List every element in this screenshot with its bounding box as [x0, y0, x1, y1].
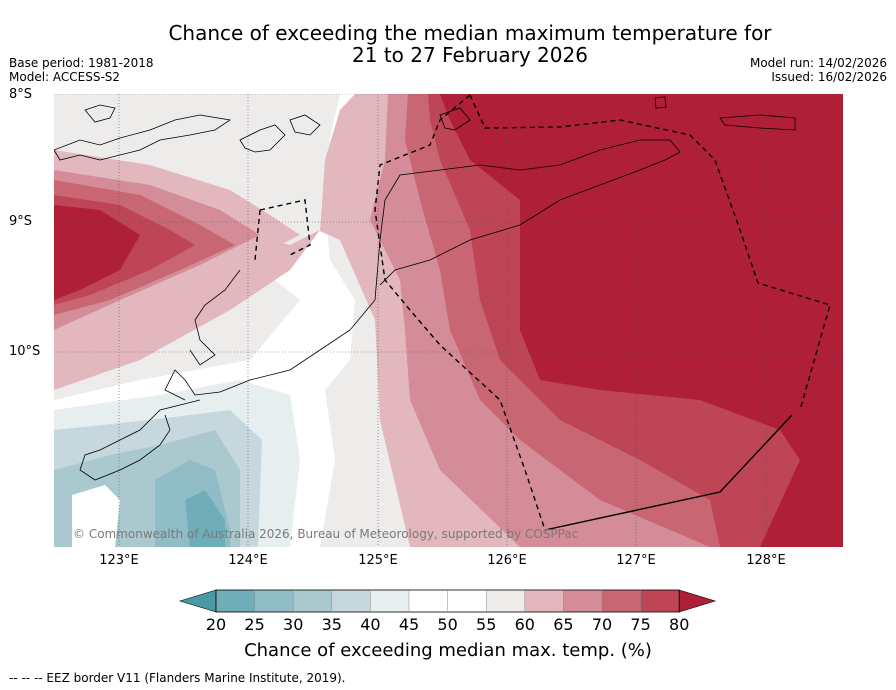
colorbar-tick-label: 75 — [630, 615, 651, 634]
colorbar-tick-label: 45 — [398, 615, 420, 634]
lon-label-123e: 123°E — [99, 553, 139, 568]
colorbar-segment — [640, 590, 680, 612]
lon-label-128e: 128°E — [746, 553, 786, 568]
colorbar-tick-label: 30 — [283, 615, 304, 634]
meta-right: Model run: 14/02/2026 Issued: 16/02/2026 — [750, 56, 887, 84]
map-title-line1: Chance of exceeding the median maximum t… — [168, 21, 772, 45]
band-65-cut — [54, 94, 340, 245]
colorbar-segment — [216, 590, 256, 612]
colorbar-segment — [293, 590, 333, 612]
colorbar-tick-label: 40 — [360, 615, 381, 634]
issued-date: Issued: 16/02/2026 — [771, 70, 887, 84]
colorbar-tick-label: 55 — [476, 615, 497, 634]
coastline — [54, 96, 796, 481]
copyright-notice: © Commonwealth of Australia 2026, Bureau… — [73, 527, 579, 541]
colorbar-extend-high — [678, 589, 717, 613]
colorbar-tick-label: 25 — [244, 615, 265, 634]
lon-label-125e: 125°E — [358, 553, 398, 568]
band-white-patch — [72, 485, 120, 547]
colorbar-tick-label: 70 — [591, 615, 613, 634]
colorbar-title: Chance of exceeding median max. temp. (%… — [244, 640, 652, 661]
colorbar-extend-low — [178, 589, 217, 613]
colorbar-segment — [331, 590, 371, 612]
meta-left: Base period: 1981-2018 Model: ACCESS-S2 — [9, 56, 154, 84]
colorbar-segment — [524, 590, 564, 612]
lon-label-124e: 124°E — [228, 553, 268, 568]
eez-footnote: -- -- -- EEZ border V11 (Flanders Marine… — [9, 671, 346, 685]
boundary-solid — [544, 414, 793, 531]
colorbar-segment — [563, 590, 603, 612]
band-above-80 — [54, 94, 843, 547]
colorbar-tick-label: 20 — [205, 615, 227, 634]
graticule — [54, 94, 843, 547]
lat-label-8s: 8°S — [9, 87, 33, 102]
eez-border — [254, 94, 831, 531]
colorbar-tick-label: 80 — [669, 615, 690, 634]
colorbar-tick-label: 60 — [514, 615, 535, 634]
colorbar-segment — [409, 590, 449, 612]
colorbar-segment — [447, 590, 487, 612]
model-run: Model run: 14/02/2026 — [749, 56, 887, 70]
map-title-line2: 21 to 27 February 2026 — [352, 43, 588, 67]
colorbar-tick-label: 65 — [553, 615, 574, 634]
band-25 — [185, 490, 225, 547]
lon-label-127e: 127°E — [616, 553, 656, 568]
lat-label-9s: 9°S — [9, 214, 33, 229]
colorbar-segment — [602, 590, 642, 612]
colorbar-tick-label: 50 — [437, 615, 458, 634]
colorbar-tick-label: 35 — [321, 615, 342, 634]
lat-label-10s: 10°S — [9, 344, 41, 359]
model-name: Model: ACCESS-S2 — [9, 70, 121, 84]
colorbar-segment — [254, 590, 294, 612]
base-period: Base period: 1981-2018 — [9, 56, 154, 70]
colorbar-segment — [486, 590, 526, 612]
lon-label-126e: 126°E — [487, 553, 527, 568]
colorbar-segment — [370, 590, 410, 612]
